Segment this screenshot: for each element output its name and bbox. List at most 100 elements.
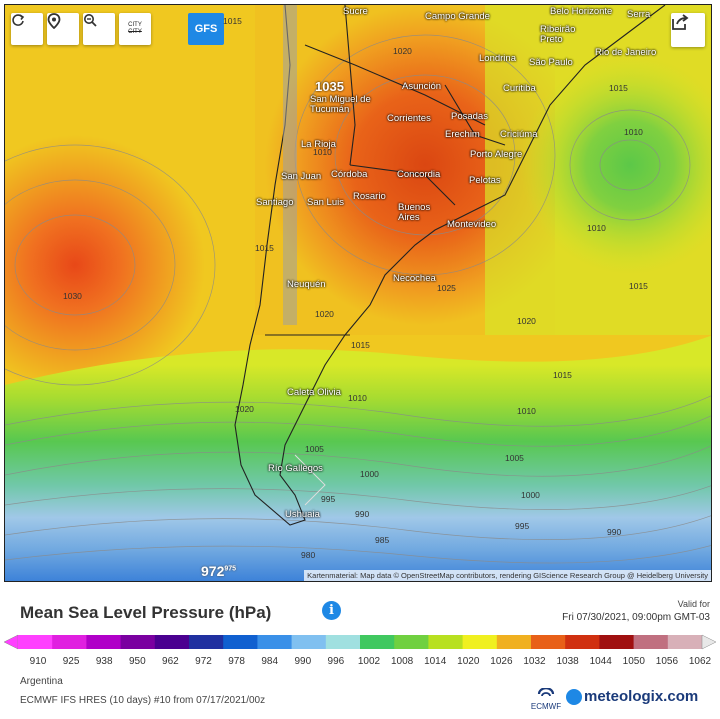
city-label-cordoba: Córdoba <box>331 169 368 180</box>
city-label-rio-de-janeiro: Rio de Janeiro <box>595 47 657 58</box>
city-label-ushuaia: Ushuaia <box>285 509 320 520</box>
location-button[interactable] <box>47 13 79 45</box>
legend-swatch <box>360 635 395 649</box>
legend-swatch <box>86 635 122 649</box>
isobar-label: 985 <box>375 535 390 545</box>
isobar-label: 1010 <box>624 127 643 137</box>
isobar-label: 980 <box>301 550 316 560</box>
city-label-tucuman: San Miguel de Tucumán <box>310 94 371 115</box>
legend-value-label: 1056 <box>655 656 679 667</box>
legend-value-label: 1020 <box>457 656 480 667</box>
legend-value-label: 1014 <box>424 656 447 667</box>
refresh-button[interactable] <box>11 13 43 45</box>
legend-value-label: 910 <box>29 656 47 667</box>
location-pin-icon <box>47 13 61 29</box>
low-center-value: 972975 <box>201 563 237 579</box>
model-run-label: ECMWF IFS HRES (10 days) #10 from 07/17/… <box>20 695 266 706</box>
isobar-label: 995 <box>321 494 336 504</box>
info-icon[interactable]: i <box>322 601 341 620</box>
isobar-label: 1020 <box>393 46 412 56</box>
brand-logo[interactable]: meteologix.com <box>566 688 698 705</box>
legend-swatch <box>189 635 224 649</box>
city-label-campo-grande: Campo Grande <box>425 11 490 22</box>
city-label-porto-alegre: Porto Alegre <box>470 149 523 160</box>
legend-arrow-right <box>701 634 716 650</box>
city-label-sao-paulo: São Paulo <box>529 57 573 68</box>
isobar-label: 1005 <box>305 444 324 454</box>
legend-swatch <box>496 635 532 649</box>
map-attribution: Kartenmaterial: Map data © OpenStreetMap… <box>304 570 711 581</box>
isobar-label: 1025 <box>437 283 456 293</box>
legend-value-label: 1044 <box>589 656 612 667</box>
zoom-out-icon <box>84 14 97 27</box>
city-label: CITY <box>128 22 142 28</box>
city-toggle-button[interactable]: CITY CITY <box>119 13 151 45</box>
city-label-san-luis: San Luis <box>307 197 344 208</box>
brand-logo-icon <box>566 688 582 705</box>
isobar-label: 1005 <box>505 453 524 463</box>
legend-swatch <box>52 635 87 649</box>
city-label-buenos-aires: Buenos Aires <box>398 202 431 223</box>
city-label-asuncion: Asunción <box>402 81 442 92</box>
isobar-label: 990 <box>355 509 370 519</box>
legend-value-label: 978 <box>228 656 245 667</box>
legend-value-label: 996 <box>327 656 345 667</box>
legend-value-label: 984 <box>261 656 279 667</box>
city-label-posadas: Posadas <box>451 111 488 122</box>
low-center-small-value: 975 <box>224 565 237 573</box>
isobar-label: 1010 <box>517 406 536 416</box>
legend-swatch <box>667 635 703 649</box>
legend-value-label: 1050 <box>622 656 645 667</box>
city-label-rio-gallegos: Río Gallegos <box>268 463 323 474</box>
page-title: Mean Sea Level Pressure (hPa) <box>20 603 272 622</box>
city-label-corrientes: Corrientes <box>387 113 431 124</box>
map-canvas <box>5 5 711 581</box>
valid-for-label: Valid for <box>677 599 710 609</box>
legend-value-label: 1038 <box>556 656 579 667</box>
legend-swatch <box>223 635 258 649</box>
zoom-out-button[interactable] <box>83 13 115 45</box>
city-label-rosario: Rosario <box>353 191 386 202</box>
isobar-label-high: 1035 <box>315 79 344 94</box>
legend-value-label: 990 <box>294 656 312 667</box>
isobar-label: 1015 <box>629 281 648 291</box>
share-button[interactable] <box>671 13 705 47</box>
isobar-label: 1020 <box>315 309 334 319</box>
isobar-label: 1015 <box>351 340 370 350</box>
legend-swatch <box>120 635 156 649</box>
legend-value-label: 1002 <box>357 656 381 667</box>
legend-swatch <box>599 635 635 649</box>
legend-value-label: 1062 <box>688 656 712 667</box>
isobar-label: 990 <box>607 527 622 537</box>
brand-name: meteologix.com <box>584 688 699 705</box>
legend-swatch <box>18 635 53 649</box>
valid-date: Fri 07/30/2021, 09:00pm GMT-03 <box>562 612 710 623</box>
legend-arrow-left <box>4 634 19 650</box>
legend-value-label: 1008 <box>390 656 414 667</box>
legend-swatch <box>565 635 600 649</box>
city-label-pelotas: Pelotas <box>469 175 501 186</box>
isobar-label: 1010 <box>348 393 367 403</box>
isobar-label: 1010 <box>587 223 606 233</box>
isobar-label: 1015 <box>255 243 274 253</box>
isobar-label: 1000 <box>521 490 540 500</box>
legend-swatch <box>633 635 669 649</box>
city-label-struck: CITY <box>128 29 142 35</box>
legend-value-label: 938 <box>95 656 113 667</box>
ecmwf-logo-icon <box>537 687 555 697</box>
legend-swatch <box>531 635 566 649</box>
isobar-label: 1015 <box>553 370 572 380</box>
city-label-santiago: Santiago <box>256 197 294 208</box>
city-label-curitiba: Curitiba <box>503 83 536 94</box>
city-label-belo-horizonte: Belo Horizonte <box>550 6 613 17</box>
city-label-caleta-olivia: Caleta Olivia <box>287 387 341 398</box>
city-label-la-rioja: La Rioja <box>301 139 336 150</box>
pressure-map[interactable]: CITY CITY GFS Sucre Campo Grande Belo Ho… <box>4 4 712 582</box>
isobar-label: 1030 <box>63 291 82 301</box>
legend-value-label: 972 <box>195 656 212 667</box>
region-label: Argentina <box>20 676 63 687</box>
model-gfs-button[interactable]: GFS <box>188 13 224 45</box>
legend-swatch <box>154 635 190 649</box>
isobar-label: 995 <box>515 521 530 531</box>
